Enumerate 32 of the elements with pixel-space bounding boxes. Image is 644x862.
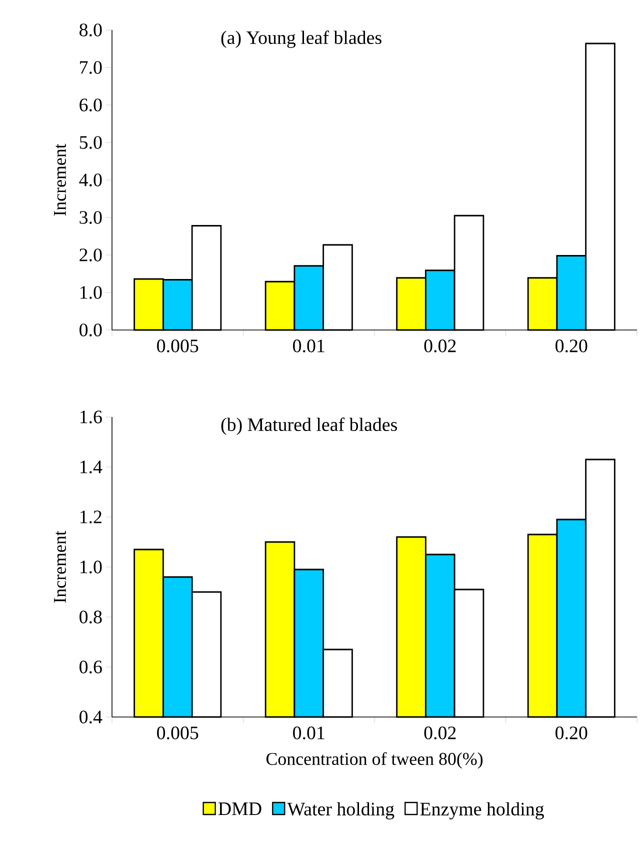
x-tick-label: 0.20 (556, 340, 588, 352)
x-tick-label: 0.20 (556, 726, 588, 740)
y-axis-title: Increment (54, 530, 66, 603)
y-tick-label: 0.8 (80, 610, 102, 624)
y-tick-label: 0.4 (80, 710, 102, 724)
y-tick-label: 8.0 (80, 24, 102, 36)
x-tick-label: 0.02 (424, 340, 456, 352)
y-tick-label: 5.0 (80, 136, 102, 149)
y-axis-title: Increment (54, 144, 66, 216)
x-axis-title: Concentration of tween 80(%) (266, 752, 483, 769)
chart-title: (a) Young leaf blades (221, 30, 382, 48)
y-tick-label: 2.0 (80, 248, 102, 262)
y-tick-label: 1.2 (80, 510, 102, 524)
legend-label: Water holding (287, 802, 394, 820)
y-tick-label: 1.0 (80, 560, 102, 574)
y-tick-label: 1.0 (80, 286, 102, 299)
y-tick-label: 7.0 (80, 61, 102, 74)
y-tick-label: 1.6 (80, 410, 102, 424)
y-tick-label: 4.0 (79, 174, 102, 186)
x-tick-label: 0.005 (157, 340, 198, 352)
y-tick-label: 3.0 (80, 211, 102, 224)
legend-label: Enzyme holding (420, 802, 544, 820)
x-tick-label: 0.01 (293, 726, 324, 740)
y-tick-label: 0.6 (80, 660, 102, 674)
legend-label: DMD (218, 802, 262, 815)
chart-title: (b) Matured leaf blades (221, 418, 397, 435)
y-tick-label: 6.0 (80, 98, 102, 112)
x-tick-label: 0.02 (424, 726, 456, 740)
x-tick-label: 0.005 (157, 726, 198, 740)
x-tick-label: 0.01 (293, 340, 324, 352)
y-tick-label: 0.0 (80, 324, 102, 336)
y-tick-label: 1.4 (80, 460, 102, 474)
